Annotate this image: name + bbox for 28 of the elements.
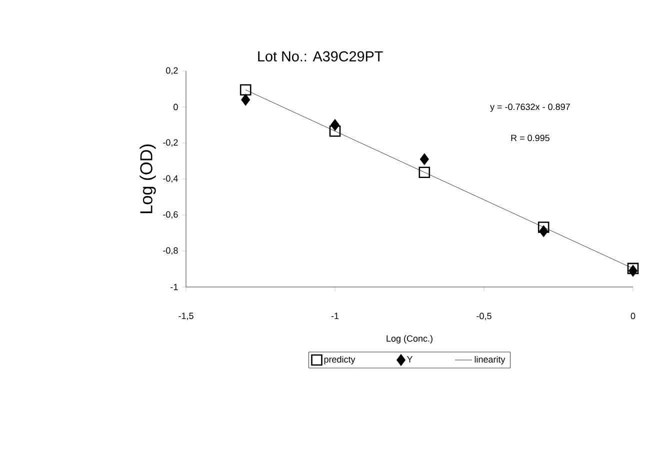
annotation: y = -0.7632x - 0.897 bbox=[490, 104, 570, 112]
y-tick-label: -0,4 bbox=[163, 175, 178, 183]
point bbox=[538, 222, 550, 233]
point bbox=[418, 166, 430, 178]
legend-label: linearity bbox=[474, 356, 506, 364]
x-tick-label: 0 bbox=[630, 312, 636, 320]
y-tick-label: -0,6 bbox=[163, 211, 178, 219]
point bbox=[240, 84, 252, 96]
y-tick-label: -0,8 bbox=[163, 247, 178, 255]
x-tick-label: -1 bbox=[331, 312, 339, 319]
chart-title: Lot No.: A39C29PT bbox=[258, 51, 383, 62]
point bbox=[420, 154, 429, 165]
x-axis-title: Log (Conc.) bbox=[386, 335, 432, 344]
point bbox=[329, 125, 341, 137]
legend-label: Y bbox=[406, 356, 413, 362]
point bbox=[330, 119, 340, 131]
y-tick-label: -1 bbox=[170, 284, 178, 290]
x-tick-label: -0,5 bbox=[476, 312, 492, 320]
point bbox=[241, 94, 250, 106]
y-tick-label: 0 bbox=[174, 104, 178, 110]
annotation: R = 0.995 bbox=[511, 134, 550, 142]
legend-label: predicty bbox=[324, 356, 356, 364]
x-tick-label: -1,5 bbox=[178, 312, 194, 320]
y-axis-title: Log (OD) bbox=[140, 144, 156, 214]
point bbox=[627, 262, 639, 274]
point bbox=[539, 226, 548, 237]
y-tick-label: 0,2 bbox=[166, 67, 178, 75]
y-tick-label: -0,2 bbox=[163, 139, 178, 147]
